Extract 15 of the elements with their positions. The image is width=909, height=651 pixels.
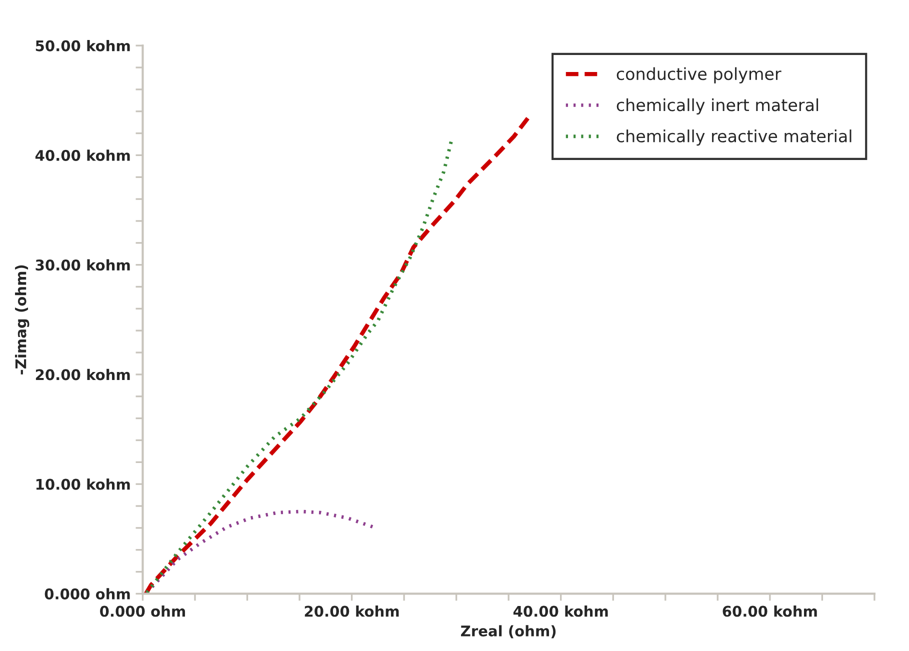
x-tick-label: 40.00 kohm (513, 606, 608, 617)
legend-label: conductive polymer (616, 67, 782, 84)
y-tick-label: 10.00 kohm (36, 478, 130, 490)
x-tick-label: 20.00 kohm (304, 606, 399, 617)
x-tick-label: 0.000 ohm (100, 606, 185, 617)
y-axis-title: -Zimag (ohm) (15, 265, 30, 374)
legend-label: chemically inert materal (616, 98, 818, 114)
y-tick-label: 30.00 kohm (36, 259, 130, 271)
y-tick-label: 0.000 ohm (44, 588, 130, 600)
legend-label: chemically reactive material (616, 129, 852, 146)
x-tick-label: 60.00 kohm (722, 606, 817, 617)
y-tick-label: 50.00 kohm (36, 40, 130, 52)
x-axis-title: Zreal (ohm) (460, 625, 556, 638)
y-tick-label: 40.00 kohm (35, 150, 130, 161)
y-tick-label: 20.00 kohm (36, 368, 130, 380)
